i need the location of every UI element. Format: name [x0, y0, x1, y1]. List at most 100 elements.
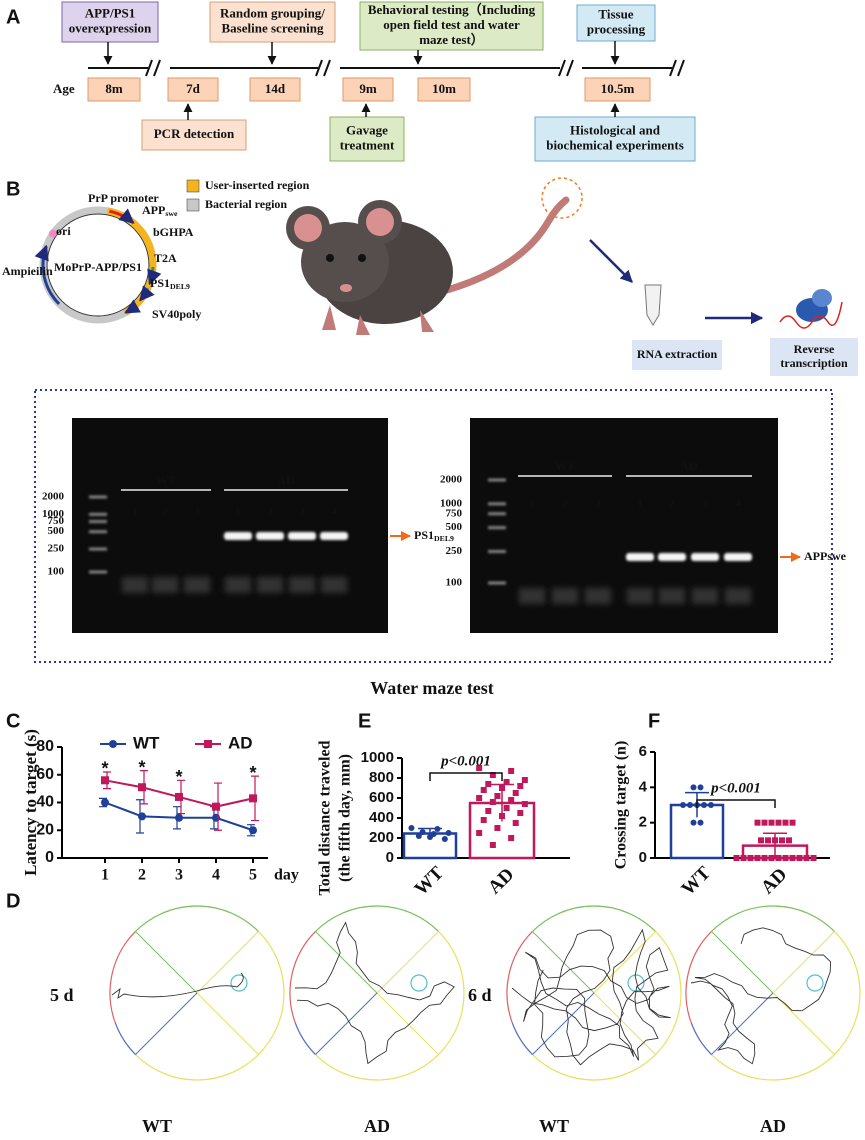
- gel-group: AD: [277, 473, 295, 487]
- ladder-label: 250: [446, 545, 463, 557]
- marker: [503, 779, 510, 785]
- group-label: AD: [760, 1116, 786, 1136]
- ladder-band: [488, 526, 506, 530]
- marker: [690, 784, 697, 791]
- mouse-nose: [340, 284, 352, 292]
- marker: [485, 781, 492, 787]
- connector: [196, 992, 259, 1055]
- connector: [196, 931, 259, 994]
- marker: [768, 855, 775, 861]
- label: PS1DEL9: [150, 276, 190, 291]
- significance: *: [101, 759, 108, 779]
- marker: [733, 855, 740, 861]
- mouse-tail: [436, 196, 570, 296]
- swim-path: [690, 927, 832, 1065]
- pool-edge: [711, 905, 835, 932]
- panel-label: B: [6, 178, 20, 200]
- smear: [627, 588, 653, 604]
- smear: [519, 588, 545, 604]
- dna-band: [691, 553, 719, 561]
- marker: [489, 799, 496, 805]
- p-value: p<0.001: [709, 780, 761, 796]
- pool-edge: [438, 931, 465, 1055]
- bracket: [696, 799, 776, 808]
- box: [167, 77, 219, 102]
- marker: [810, 855, 817, 861]
- pool-edge: [655, 931, 682, 1055]
- lane-number: 4: [735, 498, 741, 510]
- mouse-eye: [326, 254, 334, 262]
- marker: [761, 855, 768, 861]
- label: APPswe: [804, 549, 847, 563]
- y-tick-label: 0: [45, 849, 54, 866]
- marker: [765, 837, 771, 844]
- label: SV40poly: [152, 307, 201, 321]
- y-tick-label: 20: [36, 821, 54, 838]
- marker: [775, 855, 782, 861]
- connector: [558, 59, 566, 77]
- y-axis-label: Crossing target (n): [613, 741, 630, 870]
- marker: [441, 836, 448, 842]
- platform: [806, 974, 824, 992]
- connector: [135, 992, 198, 1055]
- box-text: treatment: [340, 137, 395, 152]
- marker: [508, 835, 515, 841]
- box-text: processing: [587, 21, 646, 36]
- age-label: 9m: [359, 81, 377, 96]
- box-text: Random grouping/: [220, 5, 325, 20]
- marker: [212, 813, 220, 822]
- day-label: 6 d: [468, 985, 492, 1005]
- marker: [175, 813, 183, 822]
- pool-edge: [532, 1054, 656, 1081]
- marker: [489, 772, 496, 778]
- ladder-label: 1000: [440, 497, 463, 509]
- label: MoPrP-APP/PS1: [54, 260, 142, 274]
- ladder-band: [89, 520, 107, 524]
- y-tick-label: 0: [639, 849, 647, 866]
- y-axis-label: Latency to target (s): [21, 729, 40, 876]
- box: [770, 338, 858, 376]
- x-tick-label: 5: [249, 867, 257, 884]
- box: [584, 77, 651, 102]
- x-tick-label: 1: [101, 867, 109, 884]
- lane-number: 2: [267, 506, 273, 518]
- box-text: Histological and: [570, 122, 661, 137]
- bracket: [429, 772, 503, 781]
- marker: [419, 829, 426, 835]
- marker: [697, 784, 704, 791]
- ori-mark: [48, 229, 57, 238]
- error-bar: [763, 832, 787, 858]
- feature-arrow: [147, 266, 162, 286]
- box-text: overexpression: [69, 20, 152, 35]
- pool-edge: [289, 931, 316, 1023]
- smear: [184, 577, 210, 593]
- marker: [480, 817, 487, 823]
- dna-band: [256, 532, 284, 540]
- mouse-eye: [358, 254, 366, 262]
- ladder-band: [89, 570, 107, 574]
- smear: [122, 577, 148, 593]
- dna-band: [626, 553, 654, 561]
- box-text: biochemical experiments: [546, 137, 684, 152]
- y-tick-label: 40: [36, 794, 54, 811]
- flow-arrow: [589, 239, 633, 283]
- y-tick-label: 6: [639, 743, 647, 760]
- ladder-band: [89, 547, 107, 551]
- ladder-label: 500: [446, 521, 463, 533]
- marker: [249, 794, 257, 803]
- box: [61, 1, 159, 43]
- ladder-band: [488, 581, 506, 585]
- pool-edge: [511, 1022, 533, 1055]
- pool-edge: [834, 931, 861, 1055]
- ladder-label: 750: [48, 515, 65, 527]
- label-main: APP: [142, 203, 165, 217]
- box-text: APP/PS1: [85, 5, 136, 20]
- label: Age: [53, 81, 75, 96]
- legend-swatch: [186, 198, 200, 212]
- ladder-band: [488, 549, 506, 553]
- marker: [680, 802, 686, 808]
- marker: [489, 842, 496, 848]
- x-tick-label: 4: [212, 867, 220, 884]
- smear: [692, 588, 718, 604]
